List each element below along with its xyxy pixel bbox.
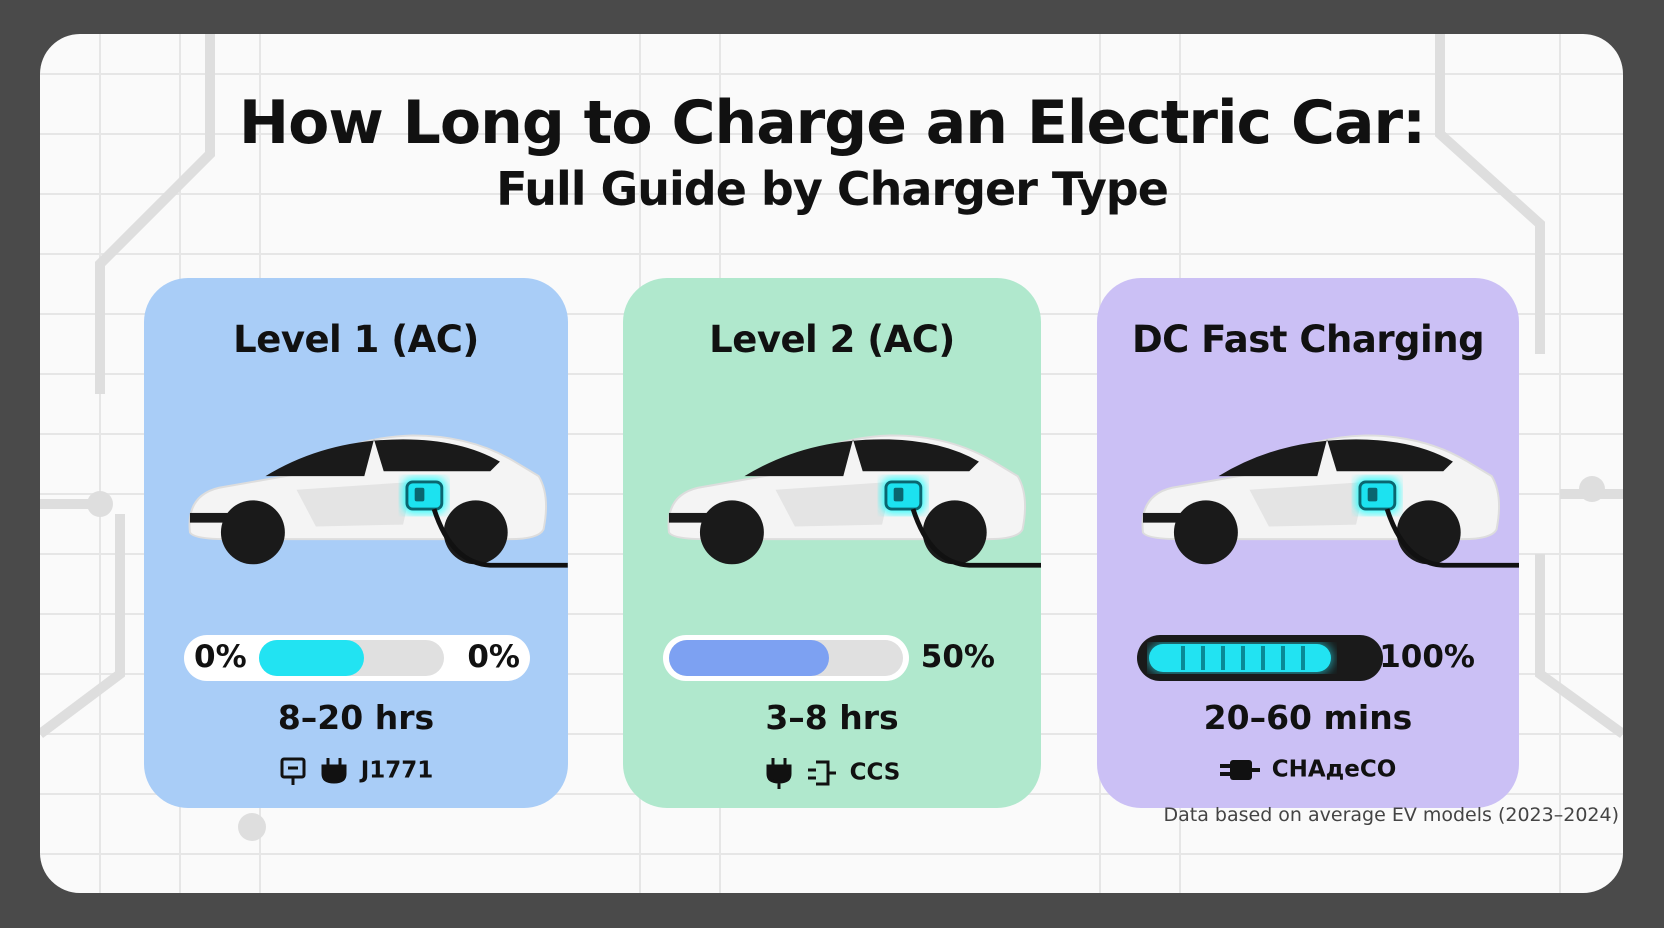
connector-icon [1219,760,1260,780]
connector-icon [280,757,306,785]
connector: CHAдeCO [1097,756,1519,784]
charge-time: 8–20 hrs [277,698,435,737]
charger-card: Level 1 (AC) 0% 0% 8–20 hrs J1771 [144,278,568,808]
progress-label: 0% [194,639,247,675]
card-title: Level 1 (AC) [233,318,479,361]
connector: CCS [623,756,1041,790]
progress-label: 100% [1379,639,1475,675]
subtitle: Full Guide by Charger Type [496,162,1169,216]
connector-label: CHAдeCO [1271,756,1397,783]
car-illustration [659,418,1041,573]
connector-label: CCS [849,759,901,786]
connector: J1771 [144,756,568,786]
progress-fill [259,640,364,676]
circuit-node [1579,476,1605,502]
circuit-node [238,813,266,841]
card-title: Level 2 (AC) [709,318,955,361]
title: How Long to Charge an Electric Car: [238,88,1426,158]
progress-fill [669,640,829,676]
connector-icon [807,760,836,786]
connector-label: J1771 [360,757,434,784]
charger-card: DC Fast Charging 100% 20–60 mins CHAдeCO [1097,278,1519,808]
footnote: Data based on average EV models (2023–20… [1163,804,1620,826]
car-illustration [180,418,568,573]
charge-time: 20–60 mins [1203,698,1413,737]
progress-label: 50% [920,639,995,675]
charge-time: 3–8 hrs [765,698,899,737]
card-title: DC Fast Charging [1131,318,1485,361]
charger-card: Level 2 (AC) 50% 3–8 hrs CCS [623,278,1041,808]
progress-label: 0% [467,639,520,675]
circuit-node [87,491,113,517]
progress-segments [1147,642,1333,674]
car-illustration [1133,418,1519,573]
plug-icon [766,758,792,789]
plug-icon [321,758,347,784]
